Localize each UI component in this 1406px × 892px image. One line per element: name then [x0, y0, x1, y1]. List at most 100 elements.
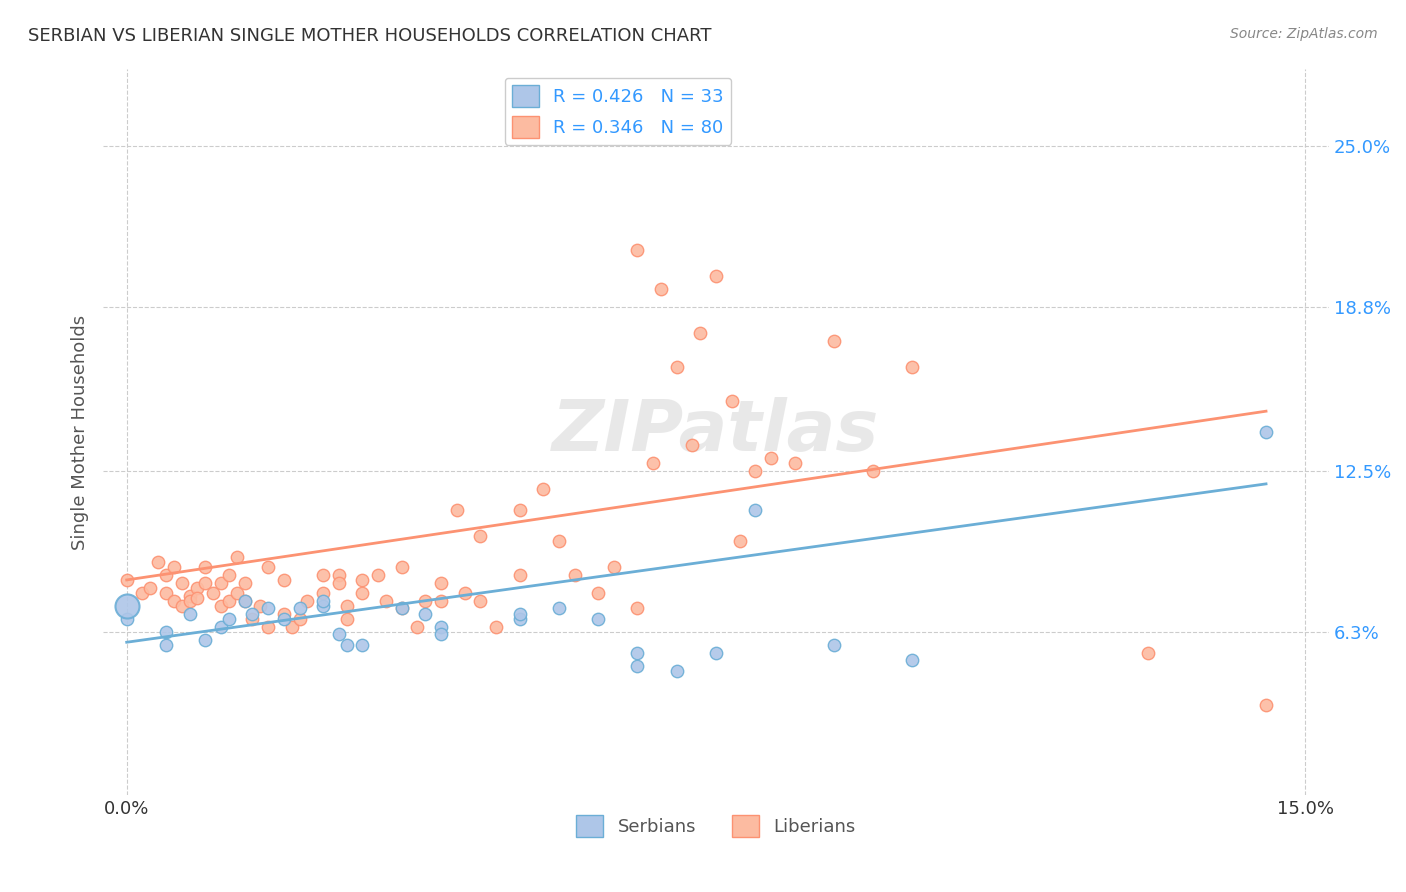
Point: [312, 593, 335, 607]
Point: [728, 533, 751, 548]
Point: [249, 599, 271, 613]
Point: [288, 601, 311, 615]
Point: [115, 573, 138, 587]
Point: [704, 646, 727, 660]
Point: [509, 567, 531, 582]
Point: [155, 586, 177, 600]
Point: [242, 612, 264, 626]
Point: [336, 638, 359, 652]
Point: [273, 573, 295, 587]
Point: [209, 599, 232, 613]
Point: [194, 632, 217, 647]
Point: [186, 591, 208, 606]
Point: [170, 575, 193, 590]
Point: [720, 393, 742, 408]
Point: [328, 567, 350, 582]
Point: [352, 573, 374, 587]
Point: [564, 567, 586, 582]
Point: [509, 607, 531, 621]
Point: [744, 464, 766, 478]
Point: [328, 575, 350, 590]
Point: [665, 664, 688, 678]
Text: ZIPatlas: ZIPatlas: [553, 398, 880, 467]
Point: [531, 482, 554, 496]
Point: [430, 575, 453, 590]
Point: [170, 599, 193, 613]
Point: [209, 575, 232, 590]
Point: [115, 599, 138, 613]
Point: [547, 601, 569, 615]
Point: [823, 334, 845, 348]
Point: [783, 456, 806, 470]
Point: [225, 549, 247, 564]
Point: [146, 555, 169, 569]
Point: [312, 599, 335, 613]
Point: [194, 560, 217, 574]
Point: [586, 586, 609, 600]
Point: [312, 586, 335, 600]
Point: [312, 567, 335, 582]
Point: [218, 567, 240, 582]
Point: [202, 586, 225, 600]
Point: [242, 607, 264, 621]
Point: [257, 620, 280, 634]
Point: [453, 586, 475, 600]
Point: [413, 607, 436, 621]
Point: [257, 601, 280, 615]
Point: [233, 593, 256, 607]
Point: [413, 593, 436, 607]
Point: [163, 593, 186, 607]
Point: [430, 620, 453, 634]
Point: [744, 503, 766, 517]
Y-axis label: Single Mother Households: Single Mother Households: [72, 314, 89, 549]
Point: [288, 612, 311, 626]
Point: [547, 533, 569, 548]
Point: [1137, 646, 1160, 660]
Point: [194, 575, 217, 590]
Point: [297, 593, 319, 607]
Point: [218, 612, 240, 626]
Point: [681, 438, 703, 452]
Text: SERBIAN VS LIBERIAN SINGLE MOTHER HOUSEHOLDS CORRELATION CHART: SERBIAN VS LIBERIAN SINGLE MOTHER HOUSEH…: [28, 27, 711, 45]
Point: [586, 612, 609, 626]
Point: [1254, 698, 1277, 712]
Point: [626, 658, 648, 673]
Point: [704, 269, 727, 284]
Point: [233, 593, 256, 607]
Point: [131, 586, 153, 600]
Point: [689, 326, 711, 341]
Point: [430, 627, 453, 641]
Point: [352, 586, 374, 600]
Point: [225, 586, 247, 600]
Point: [328, 627, 350, 641]
Point: [155, 567, 177, 582]
Point: [336, 612, 359, 626]
Point: [179, 607, 201, 621]
Point: [179, 589, 201, 603]
Point: [509, 612, 531, 626]
Point: [603, 560, 626, 574]
Point: [862, 464, 884, 478]
Point: [233, 575, 256, 590]
Point: [280, 620, 302, 634]
Point: [626, 646, 648, 660]
Point: [218, 593, 240, 607]
Point: [509, 503, 531, 517]
Point: [470, 593, 492, 607]
Point: [352, 638, 374, 652]
Point: [209, 620, 232, 634]
Point: [375, 593, 398, 607]
Point: [485, 620, 508, 634]
Point: [163, 560, 186, 574]
Point: [759, 450, 782, 465]
Point: [273, 607, 295, 621]
Point: [186, 581, 208, 595]
Point: [336, 599, 359, 613]
Point: [1254, 425, 1277, 439]
Point: [650, 282, 672, 296]
Point: [179, 593, 201, 607]
Point: [257, 560, 280, 574]
Point: [665, 360, 688, 375]
Point: [391, 560, 413, 574]
Point: [115, 612, 138, 626]
